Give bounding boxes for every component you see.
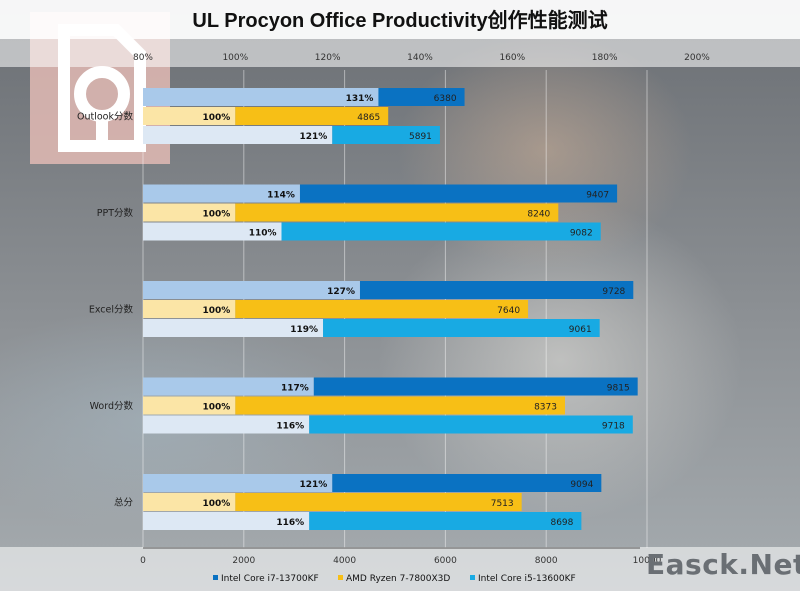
percent-bar <box>143 107 236 125</box>
percent-bar <box>143 222 282 241</box>
bottom-tick-label: 6000 <box>434 556 457 566</box>
value-bar <box>313 377 638 396</box>
value-bar <box>323 319 600 337</box>
value-bar <box>235 396 565 415</box>
category-label: Outlook分数 <box>77 111 133 123</box>
value-bar <box>332 126 440 144</box>
legend-swatch <box>213 575 218 580</box>
percent-bar <box>143 493 236 511</box>
percent-label: 119% <box>290 325 318 335</box>
top-tick-label: 80% <box>133 53 153 63</box>
value-label: 9061 <box>569 325 592 335</box>
category-label: PPT分数 <box>97 207 134 219</box>
bottom-axis: 0 2000 4000 6000 8000 10000 <box>140 556 661 566</box>
watermark: Easck.Net <box>646 548 800 581</box>
bars: 131% 6380 100% 4865 121% 5891 114% 9407 100% 8240… <box>143 88 638 530</box>
percent-bar <box>143 203 236 222</box>
bottom-tick-label: 0 <box>140 556 146 566</box>
value-bar <box>235 300 529 318</box>
legend-label: AMD Ryzen 7-7800X3D <box>346 574 450 584</box>
bottom-tick-label: 10000 <box>633 556 662 566</box>
legend-label: Intel Core i7-13700KF <box>221 574 319 584</box>
percent-bar <box>143 126 333 144</box>
percent-label: 100% <box>203 113 231 123</box>
percent-bar <box>143 377 314 396</box>
value-label: 6380 <box>434 94 457 104</box>
legend: Intel Core i7-13700KF AMD Ryzen 7-7800X3D… <box>213 574 576 584</box>
value-label: 9407 <box>586 191 609 201</box>
percent-label: 121% <box>299 480 327 490</box>
percent-bar <box>143 281 360 299</box>
percent-bar <box>143 415 310 434</box>
value-bar <box>309 415 633 434</box>
top-tick-label: 120% <box>315 53 341 63</box>
value-bar <box>235 493 522 511</box>
category-label: 总分 <box>114 497 134 509</box>
value-label: 9082 <box>570 229 593 239</box>
percent-bar <box>143 474 333 492</box>
value-label: 7513 <box>491 499 514 509</box>
value-bar <box>309 512 582 530</box>
value-label: 8240 <box>527 210 550 220</box>
percent-label: 114% <box>267 191 295 201</box>
percent-label: 116% <box>276 518 304 528</box>
legend-swatch <box>470 575 475 580</box>
top-tick-label: 180% <box>592 53 618 63</box>
percent-label: 100% <box>203 210 231 220</box>
percent-label: 117% <box>281 384 309 394</box>
percent-label: 121% <box>299 132 327 142</box>
value-bar <box>359 281 634 299</box>
value-label: 5891 <box>409 132 432 142</box>
category-label: Word分数 <box>90 400 134 412</box>
value-label: 8698 <box>550 518 573 528</box>
percent-bar <box>143 319 324 337</box>
value-bar <box>378 88 465 106</box>
top-tick-label: 140% <box>407 53 433 63</box>
value-bar <box>332 474 602 492</box>
value-bar <box>299 184 618 203</box>
legend-label: Intel Core i5-13600KF <box>478 574 576 584</box>
value-bar <box>235 107 389 125</box>
percent-label: 116% <box>276 422 304 432</box>
value-label: 9718 <box>602 422 625 432</box>
value-label: 7640 <box>497 306 520 316</box>
percent-label: 127% <box>327 287 355 297</box>
top-axis: 80% 100% 120% 140% 160% 180% 200% <box>133 53 710 63</box>
value-label: 9728 <box>602 287 625 297</box>
chart-title: UL Procyon Office Productivity创作性能测试 <box>192 8 607 32</box>
percent-label: 100% <box>203 403 231 413</box>
value-label: 9094 <box>570 480 593 490</box>
percent-label: 131% <box>346 94 374 104</box>
percent-label: 100% <box>203 306 231 316</box>
percent-label: 110% <box>249 229 277 239</box>
percent-bar <box>143 512 310 530</box>
legend-swatch <box>338 575 343 580</box>
top-tick-label: 200% <box>684 53 710 63</box>
top-tick-label: 100% <box>222 53 248 63</box>
value-bar <box>281 222 601 241</box>
value-bar <box>235 203 559 222</box>
percent-bar <box>143 396 236 415</box>
bottom-tick-label: 8000 <box>535 556 558 566</box>
bottom-tick-label: 4000 <box>333 556 356 566</box>
percent-bar <box>143 184 300 203</box>
value-label: 4865 <box>357 113 380 123</box>
bottom-tick-label: 2000 <box>232 556 255 566</box>
top-tick-label: 160% <box>499 53 525 63</box>
percent-bar <box>143 88 379 106</box>
category-label: Excel分数 <box>89 304 134 316</box>
value-label: 9815 <box>607 384 630 394</box>
percent-bar <box>143 300 236 318</box>
percent-label: 100% <box>203 499 231 509</box>
value-label: 8373 <box>534 403 557 413</box>
